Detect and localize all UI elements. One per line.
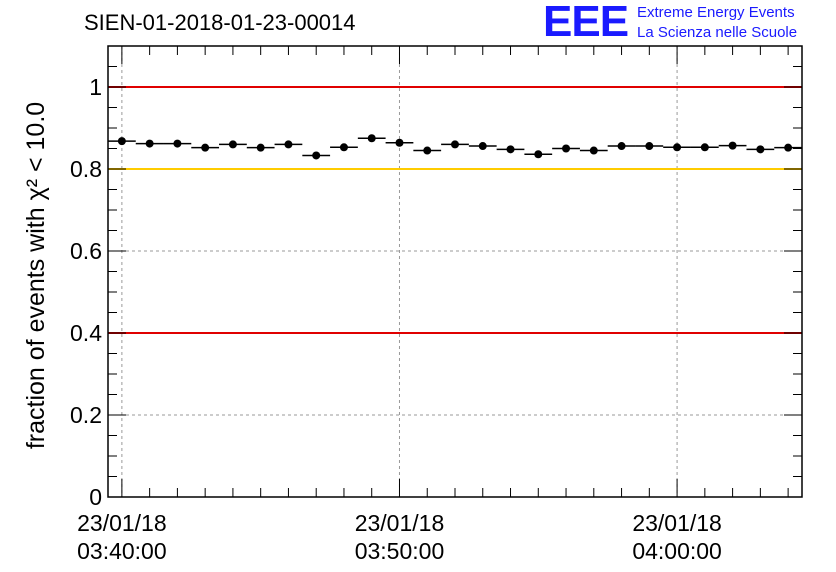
data-point-marker bbox=[256, 143, 265, 152]
y-tick-label: 0.8 bbox=[70, 156, 102, 182]
x-tick-label-time: 03:50:00 bbox=[355, 538, 445, 564]
data-point bbox=[774, 143, 802, 152]
data-point-marker bbox=[367, 134, 376, 143]
x-tick-label-time: 03:40:00 bbox=[77, 538, 167, 564]
data-point-marker bbox=[673, 143, 682, 152]
plot-frame bbox=[107, 45, 803, 498]
data-point-marker bbox=[228, 140, 237, 149]
data-point bbox=[579, 146, 608, 155]
data-point-marker bbox=[173, 139, 182, 148]
data-point-marker bbox=[339, 143, 348, 152]
data-point-marker bbox=[534, 150, 543, 159]
logo-line-1: Extreme Energy Events bbox=[637, 4, 795, 21]
data-point-marker bbox=[312, 151, 321, 160]
logo-line-2: La Scienza nelle Scuole bbox=[637, 24, 798, 41]
data-point bbox=[357, 134, 386, 143]
data-point-marker bbox=[784, 143, 793, 152]
data-point-marker bbox=[589, 146, 598, 155]
data-point bbox=[607, 142, 636, 151]
data-point-marker bbox=[117, 137, 126, 146]
data-point bbox=[163, 139, 192, 148]
data-point bbox=[385, 138, 414, 147]
data-point bbox=[274, 140, 303, 149]
data-point bbox=[441, 140, 469, 149]
data-point-marker bbox=[145, 139, 154, 148]
y-tick-label: 0 bbox=[89, 484, 102, 510]
data-point-marker bbox=[395, 138, 404, 147]
data-point bbox=[663, 143, 691, 152]
data-point-marker bbox=[645, 142, 654, 151]
data-point bbox=[302, 151, 331, 160]
y-tick-label: 0.6 bbox=[70, 238, 102, 264]
data-point bbox=[524, 150, 553, 159]
data-point bbox=[413, 146, 442, 155]
data-point-marker bbox=[700, 143, 709, 152]
x-tick-label-date: 23/01/18 bbox=[632, 510, 722, 536]
y-tick-label: 0.2 bbox=[70, 402, 102, 428]
data-point-marker bbox=[728, 141, 737, 150]
data-point-marker bbox=[506, 145, 515, 154]
data-point bbox=[468, 142, 497, 151]
data-point bbox=[552, 144, 580, 153]
data-point bbox=[718, 141, 747, 150]
data-point bbox=[246, 143, 275, 152]
x-tick-label-date: 23/01/18 bbox=[355, 510, 445, 536]
data-point-marker bbox=[562, 144, 571, 153]
data-point-marker bbox=[617, 142, 626, 151]
data-point-marker bbox=[423, 146, 432, 155]
data-point-marker bbox=[284, 140, 293, 149]
data-point bbox=[191, 143, 220, 152]
y-tick-label: 1 bbox=[89, 74, 102, 100]
data-point bbox=[108, 137, 136, 146]
y-tick-label: 0.4 bbox=[70, 320, 102, 346]
data-point bbox=[690, 143, 719, 152]
x-tick-label-time: 04:00:00 bbox=[632, 538, 722, 564]
data-point-marker bbox=[451, 140, 459, 149]
data-point bbox=[496, 145, 525, 154]
data-point bbox=[330, 143, 358, 152]
data-point bbox=[135, 139, 164, 148]
y-axis-label: fraction of events with χ² < 10.0 bbox=[22, 102, 50, 449]
x-tick-label-date: 23/01/18 bbox=[77, 510, 167, 536]
data-point bbox=[635, 142, 664, 151]
chart-title: SIEN-01-2018-01-23-00014 bbox=[84, 10, 356, 35]
data-point-marker bbox=[756, 145, 765, 154]
eee-logo-mark: EEE bbox=[543, 0, 629, 46]
data-point bbox=[219, 140, 247, 149]
data-point-marker bbox=[478, 142, 487, 151]
data-point bbox=[746, 145, 775, 154]
data-point-marker bbox=[201, 143, 210, 152]
